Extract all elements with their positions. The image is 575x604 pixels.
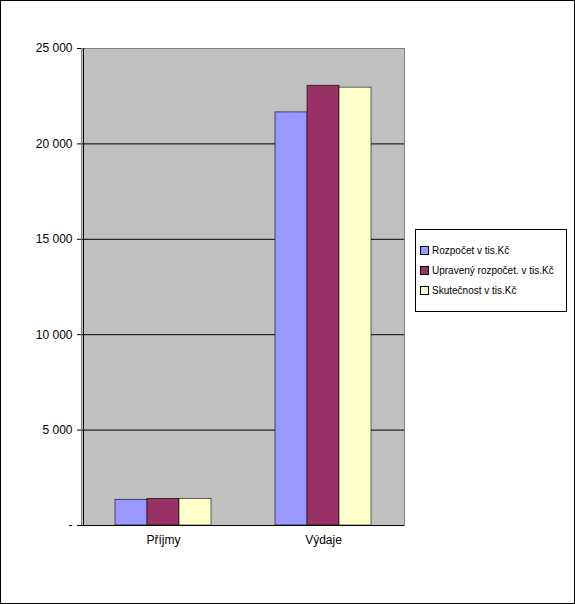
html-text:Upravený rozpočet. v tis.Kč: Upravený rozpočet. v tis.Kč: [432, 265, 554, 276]
svg-text:Příjmy: Příjmy: [147, 533, 181, 547]
html-text:Skutečnost v tis.Kč: Skutečnost v tis.Kč: [432, 285, 517, 296]
svg-text:25 000: 25 000: [36, 41, 73, 55]
svg-text:15 000: 15 000: [36, 232, 73, 246]
svg-text:10 000: 10 000: [36, 328, 73, 342]
svg-text:20 000: 20 000: [36, 137, 73, 151]
svg-text:Výdaje: Výdaje: [305, 533, 342, 547]
svg-text:5 000: 5 000: [42, 423, 72, 437]
svg-text:-: -: [69, 518, 73, 532]
html-text:Rozpočet v tis.Kč: Rozpočet v tis.Kč: [432, 245, 510, 256]
